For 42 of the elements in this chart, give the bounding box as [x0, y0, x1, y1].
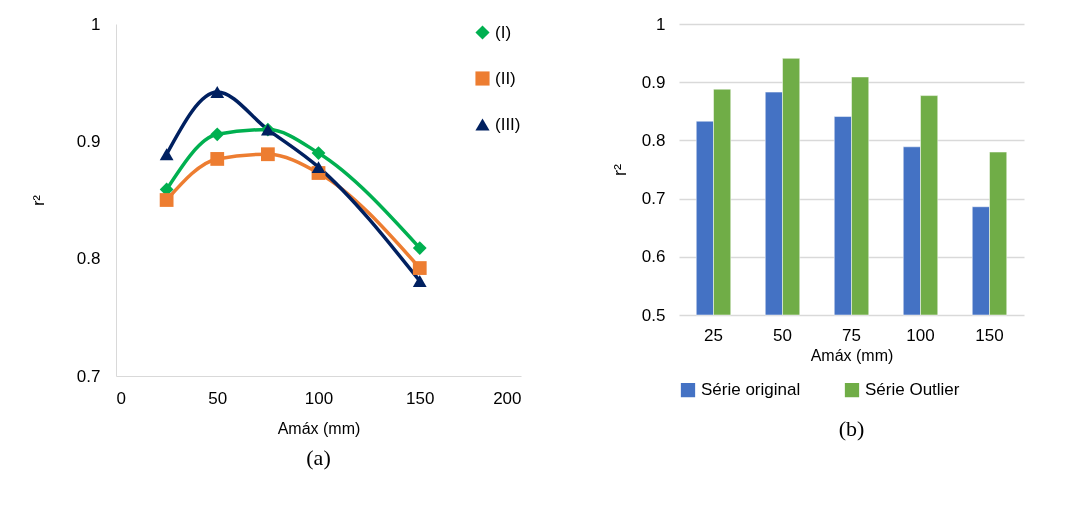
text: (a) — [306, 445, 331, 470]
y-tick-label: 0.8 — [76, 249, 101, 269]
x-tick-label: 100 — [906, 325, 935, 345]
x-tick-label: 200 — [493, 388, 522, 408]
x-tick-label: 25 — [704, 325, 723, 345]
x-tick-label: 150 — [975, 325, 1004, 345]
legend-label: Série original — [701, 380, 801, 400]
x-tick-label: 75 — [842, 325, 861, 345]
y-tick-label: 0.7 — [76, 366, 101, 386]
y-tick-label: 0.9 — [76, 131, 101, 151]
x-tick-label: 0 — [116, 388, 126, 408]
point — [412, 261, 427, 275]
point — [311, 146, 326, 160]
point — [210, 127, 225, 142]
legend-label: (I) — [495, 22, 512, 42]
x-tick-label: 50 — [208, 388, 228, 408]
x-tick-label: 150 — [406, 388, 435, 408]
y-tick-label: 0.8 — [641, 130, 666, 150]
point — [260, 147, 275, 162]
x-axis-title: Amáx (mm) — [810, 346, 894, 364]
legend-label: (II) — [495, 68, 516, 88]
point — [159, 148, 174, 161]
point — [210, 86, 225, 99]
x-tick-label: 100 — [304, 388, 334, 408]
y-tick-label: 1 — [91, 14, 101, 34]
point — [159, 193, 174, 207]
text: (b) — [838, 416, 865, 441]
y-axis-title: r² — [29, 194, 47, 206]
y-tick-label: 0.9 — [641, 72, 666, 92]
point — [412, 241, 427, 255]
legend-label: (III) — [495, 114, 521, 134]
point — [210, 152, 225, 166]
y-tick-label: 0.5 — [641, 305, 666, 325]
legend-label: Série Outlier — [865, 380, 960, 400]
y-tick-label: 0.7 — [641, 189, 666, 209]
point — [311, 161, 326, 174]
x-tick-label: 50 — [773, 325, 792, 345]
y-tick-label: 1 — [656, 14, 666, 34]
y-axis-title: r² — [609, 164, 630, 176]
point — [412, 274, 427, 287]
x-axis-title: Amáx (mm) — [277, 419, 361, 437]
y-tick-label: 0.6 — [641, 247, 666, 267]
